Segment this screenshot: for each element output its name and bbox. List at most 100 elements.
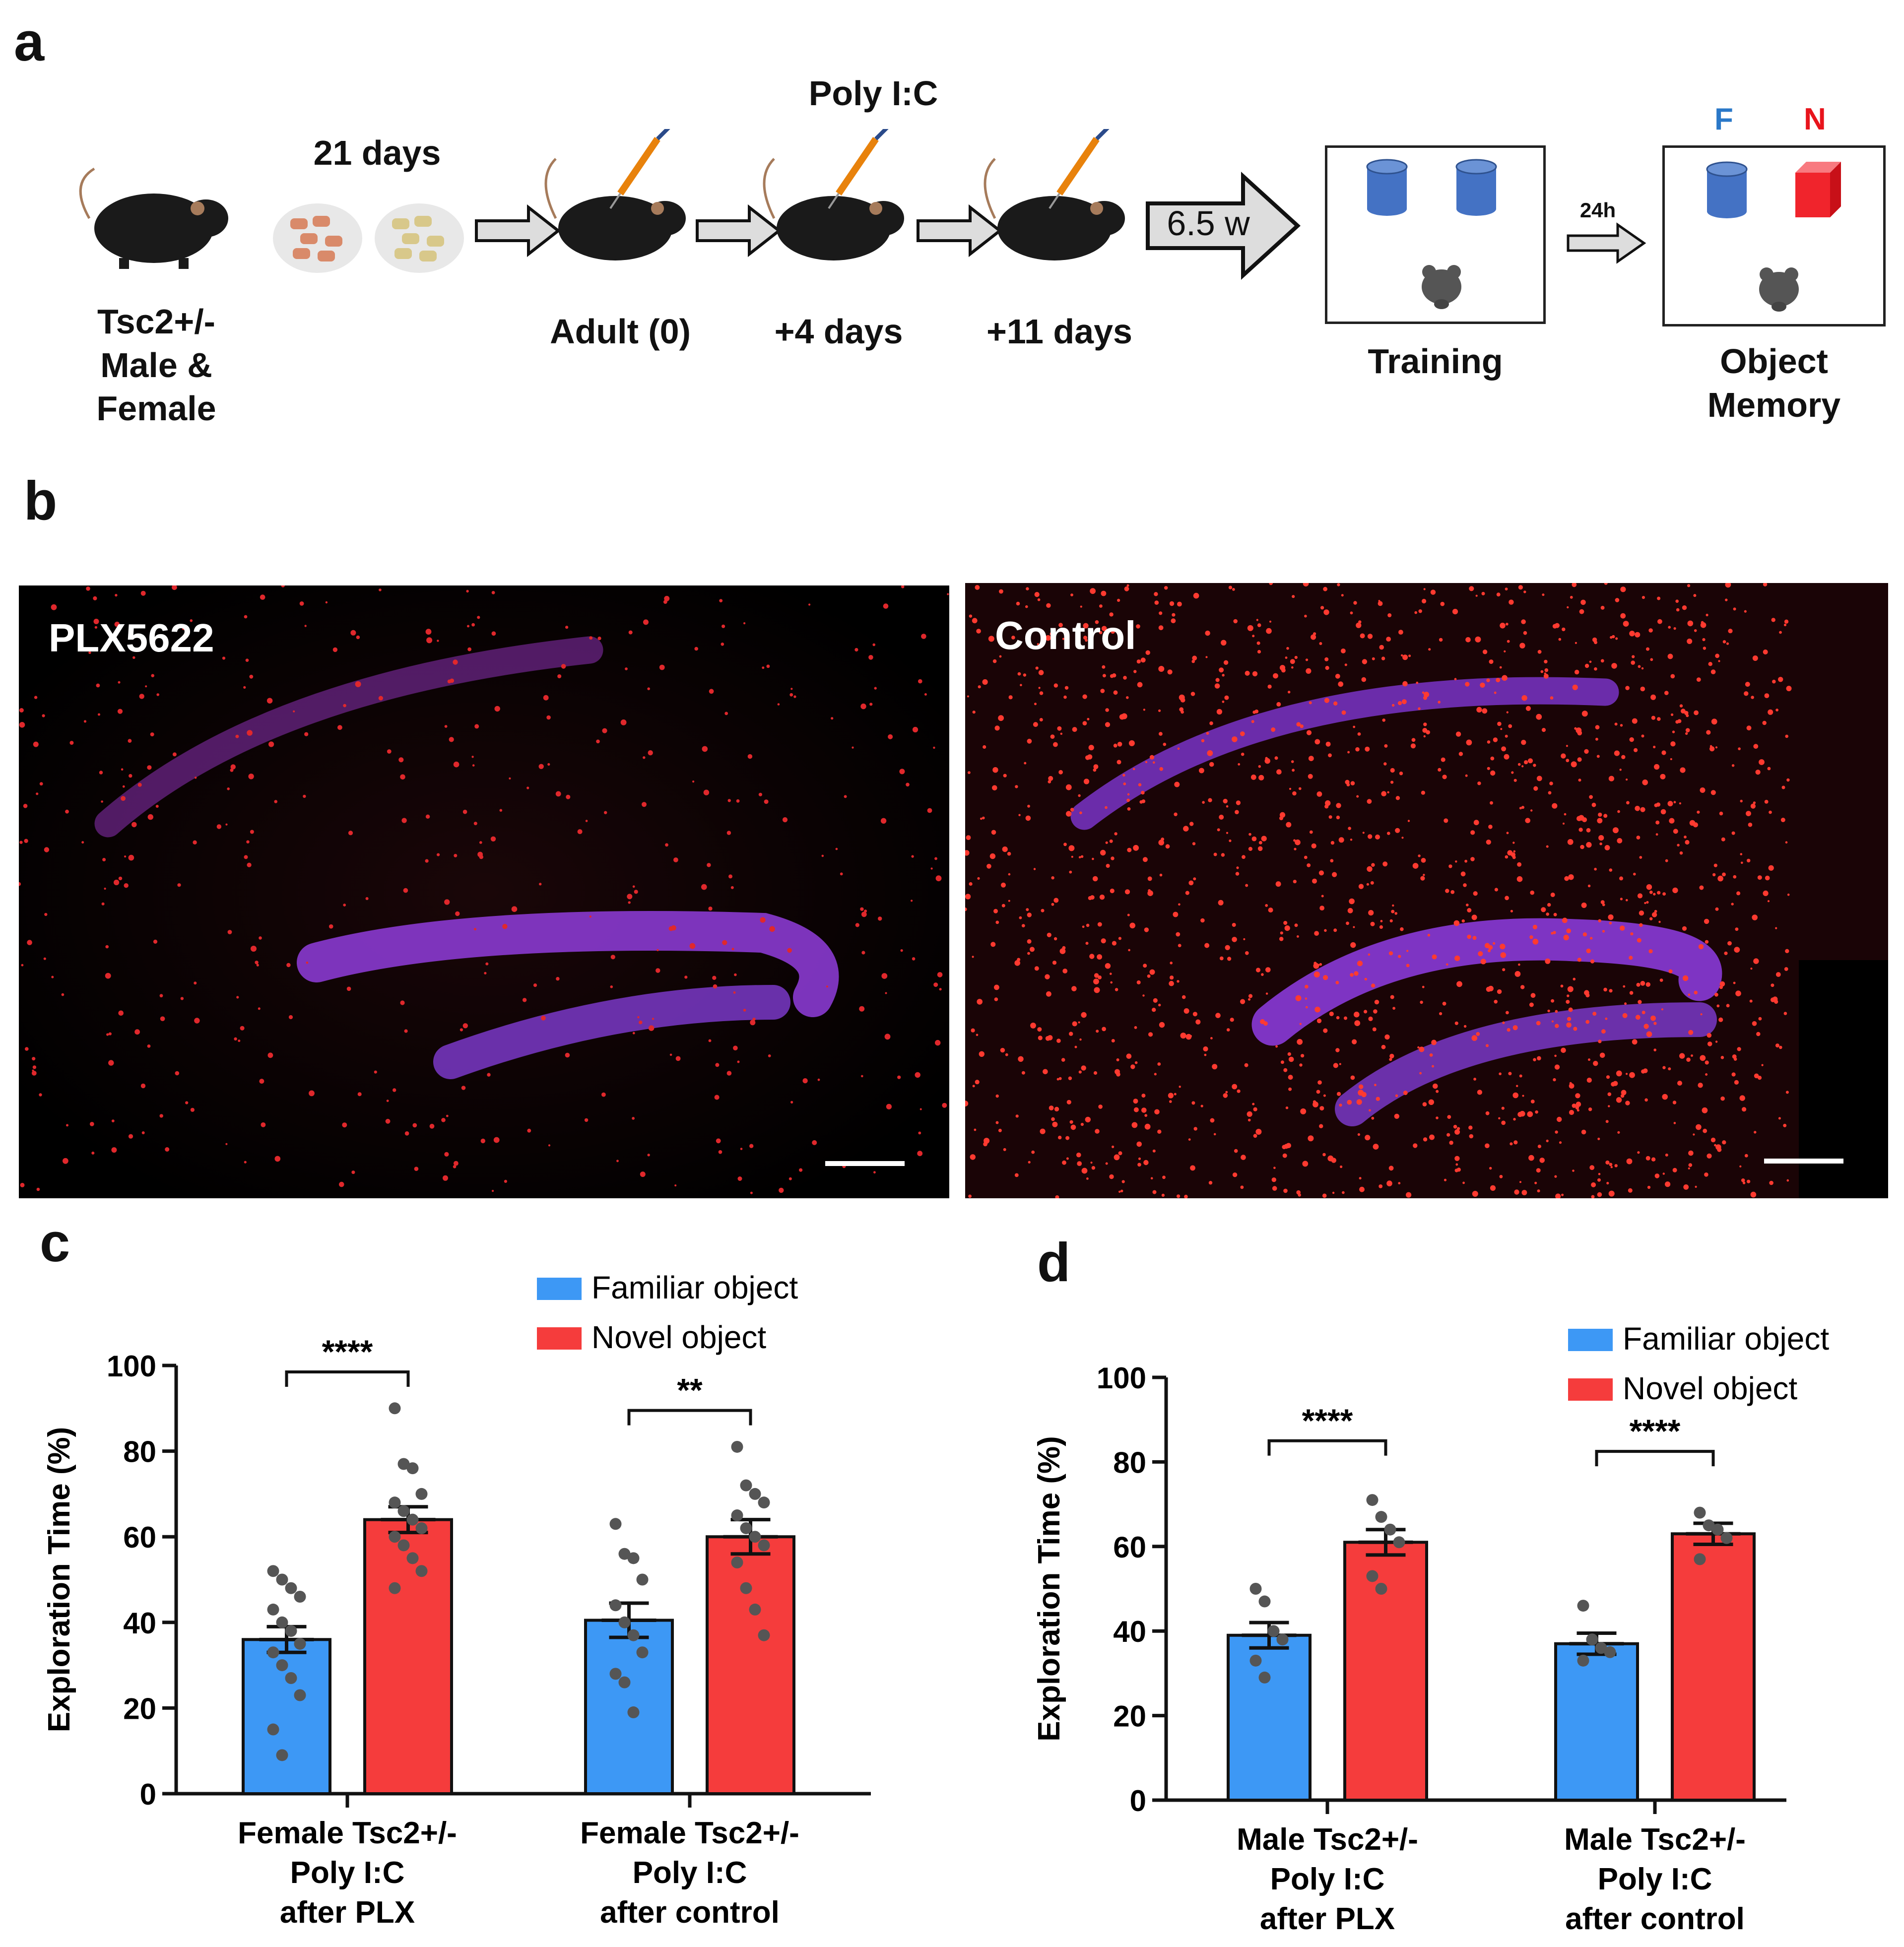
microglia-cell xyxy=(589,636,593,640)
microglia-cell xyxy=(1632,655,1635,658)
microglia-cell xyxy=(972,618,978,624)
microglia-cell xyxy=(1761,1064,1764,1066)
microglia-cell xyxy=(855,923,859,927)
microglia-cell xyxy=(1169,1100,1172,1103)
microglia-cell xyxy=(930,867,933,870)
microglia-cell xyxy=(1775,927,1777,929)
microglia-cell xyxy=(1350,973,1354,977)
microglia-cell xyxy=(1133,1107,1139,1112)
plx5622-micrograph: PLX5622 xyxy=(19,585,949,1198)
microglia-cell xyxy=(657,949,659,951)
microglia-cell xyxy=(1319,1124,1323,1128)
microglia-cell xyxy=(293,710,295,713)
microglia-cell xyxy=(1401,837,1404,839)
microglia-cell xyxy=(1050,632,1053,636)
microglia-cell xyxy=(1047,1035,1053,1040)
microglia-cell xyxy=(1295,995,1302,1001)
microglia-cell xyxy=(1347,908,1353,913)
microglia-cell xyxy=(1053,742,1058,747)
microglia-cell xyxy=(982,679,988,685)
microglia-cell xyxy=(1715,907,1719,911)
microglia-cell xyxy=(485,962,489,966)
microglia-cell xyxy=(477,616,480,619)
microglia-cell xyxy=(1183,1008,1189,1014)
microglia-cell xyxy=(1634,748,1638,752)
microglia-cell xyxy=(1235,810,1239,814)
microglia-cell xyxy=(1169,601,1175,606)
microglia-cell xyxy=(1555,1130,1558,1134)
microglia-cell xyxy=(1394,912,1397,915)
microglia-cell xyxy=(1584,663,1589,668)
microglia-cell xyxy=(1480,682,1485,688)
microglia-cell xyxy=(1070,1124,1076,1130)
microglia-cell xyxy=(1564,813,1567,816)
microglia-cell xyxy=(1649,917,1653,920)
microglia-cell xyxy=(1744,691,1749,696)
microglia-cell xyxy=(1378,601,1383,606)
microglia-cell xyxy=(1505,587,1508,590)
microglia-cell xyxy=(1109,612,1114,617)
microglia-cell xyxy=(1447,1115,1451,1119)
microglia-cell xyxy=(1319,906,1324,910)
microglia-cell xyxy=(1381,1044,1386,1049)
microglia-cell xyxy=(1360,633,1365,639)
microglia-cell xyxy=(762,666,765,669)
microglia-cell xyxy=(1170,962,1173,965)
microglia-cell xyxy=(628,630,633,635)
microglia-cell xyxy=(924,693,927,696)
microglia-cell xyxy=(965,850,970,856)
microglia-cell xyxy=(1193,592,1199,599)
microglia-cell xyxy=(1265,967,1271,973)
microglia-cell xyxy=(1357,732,1361,736)
data-point xyxy=(276,1749,288,1761)
microglia-cell xyxy=(1454,1129,1460,1135)
microglia-cell xyxy=(1455,860,1457,863)
microglia-cell xyxy=(1265,992,1268,995)
microglia-cell xyxy=(1080,855,1084,858)
microglia-cell xyxy=(1708,662,1712,666)
microglia-cell xyxy=(1518,963,1520,966)
microglia-cell xyxy=(51,604,57,610)
microglia-cell xyxy=(1643,1024,1649,1029)
microglia-cell xyxy=(543,695,549,701)
microglia-cell xyxy=(1529,1002,1534,1007)
microglia-cell xyxy=(1126,798,1130,802)
microglia-cell xyxy=(1598,1039,1602,1043)
microglia-cell xyxy=(1041,909,1045,912)
panel-b-letter: b xyxy=(24,470,58,531)
microglia-cell xyxy=(1740,799,1743,803)
microglia-cell xyxy=(1293,880,1297,884)
microglia-cell xyxy=(989,853,996,859)
microglia-cell xyxy=(643,619,649,625)
microglia-cell xyxy=(1423,735,1426,738)
microglia-cell xyxy=(664,595,670,601)
microglia-cell xyxy=(1528,1155,1534,1161)
data-point xyxy=(406,1513,419,1526)
microglia-cell xyxy=(1136,1141,1142,1147)
microglia-cell xyxy=(1548,791,1552,795)
microglia-cell xyxy=(1266,628,1272,634)
microglia-cell xyxy=(1703,1128,1707,1133)
microglia-cell xyxy=(708,1039,712,1042)
microglia-cell xyxy=(1426,730,1430,735)
microglia-cell xyxy=(1221,853,1225,857)
microglia-cell xyxy=(1536,1168,1541,1173)
microglia-cell xyxy=(1747,858,1751,863)
microglia-cell xyxy=(1590,937,1593,940)
microglia-cell xyxy=(1232,923,1236,927)
microglia-cell xyxy=(1258,765,1261,768)
microglia-cell xyxy=(584,1118,589,1122)
microglia-cell xyxy=(1530,890,1534,895)
microglia-cell xyxy=(1182,995,1186,999)
microglia-cell xyxy=(1392,904,1394,907)
control-title: Control xyxy=(995,613,1136,657)
microglia-cell xyxy=(502,924,508,929)
microglia-cell xyxy=(1354,1020,1361,1026)
microglia-cell xyxy=(1257,649,1261,654)
microglia-cell xyxy=(1685,728,1690,732)
microglia-cell xyxy=(159,1114,163,1118)
microglia-cell xyxy=(1698,944,1704,950)
microglia-cell xyxy=(1509,599,1514,605)
microglia-cell xyxy=(610,955,615,960)
microglia-cell xyxy=(1461,919,1465,923)
